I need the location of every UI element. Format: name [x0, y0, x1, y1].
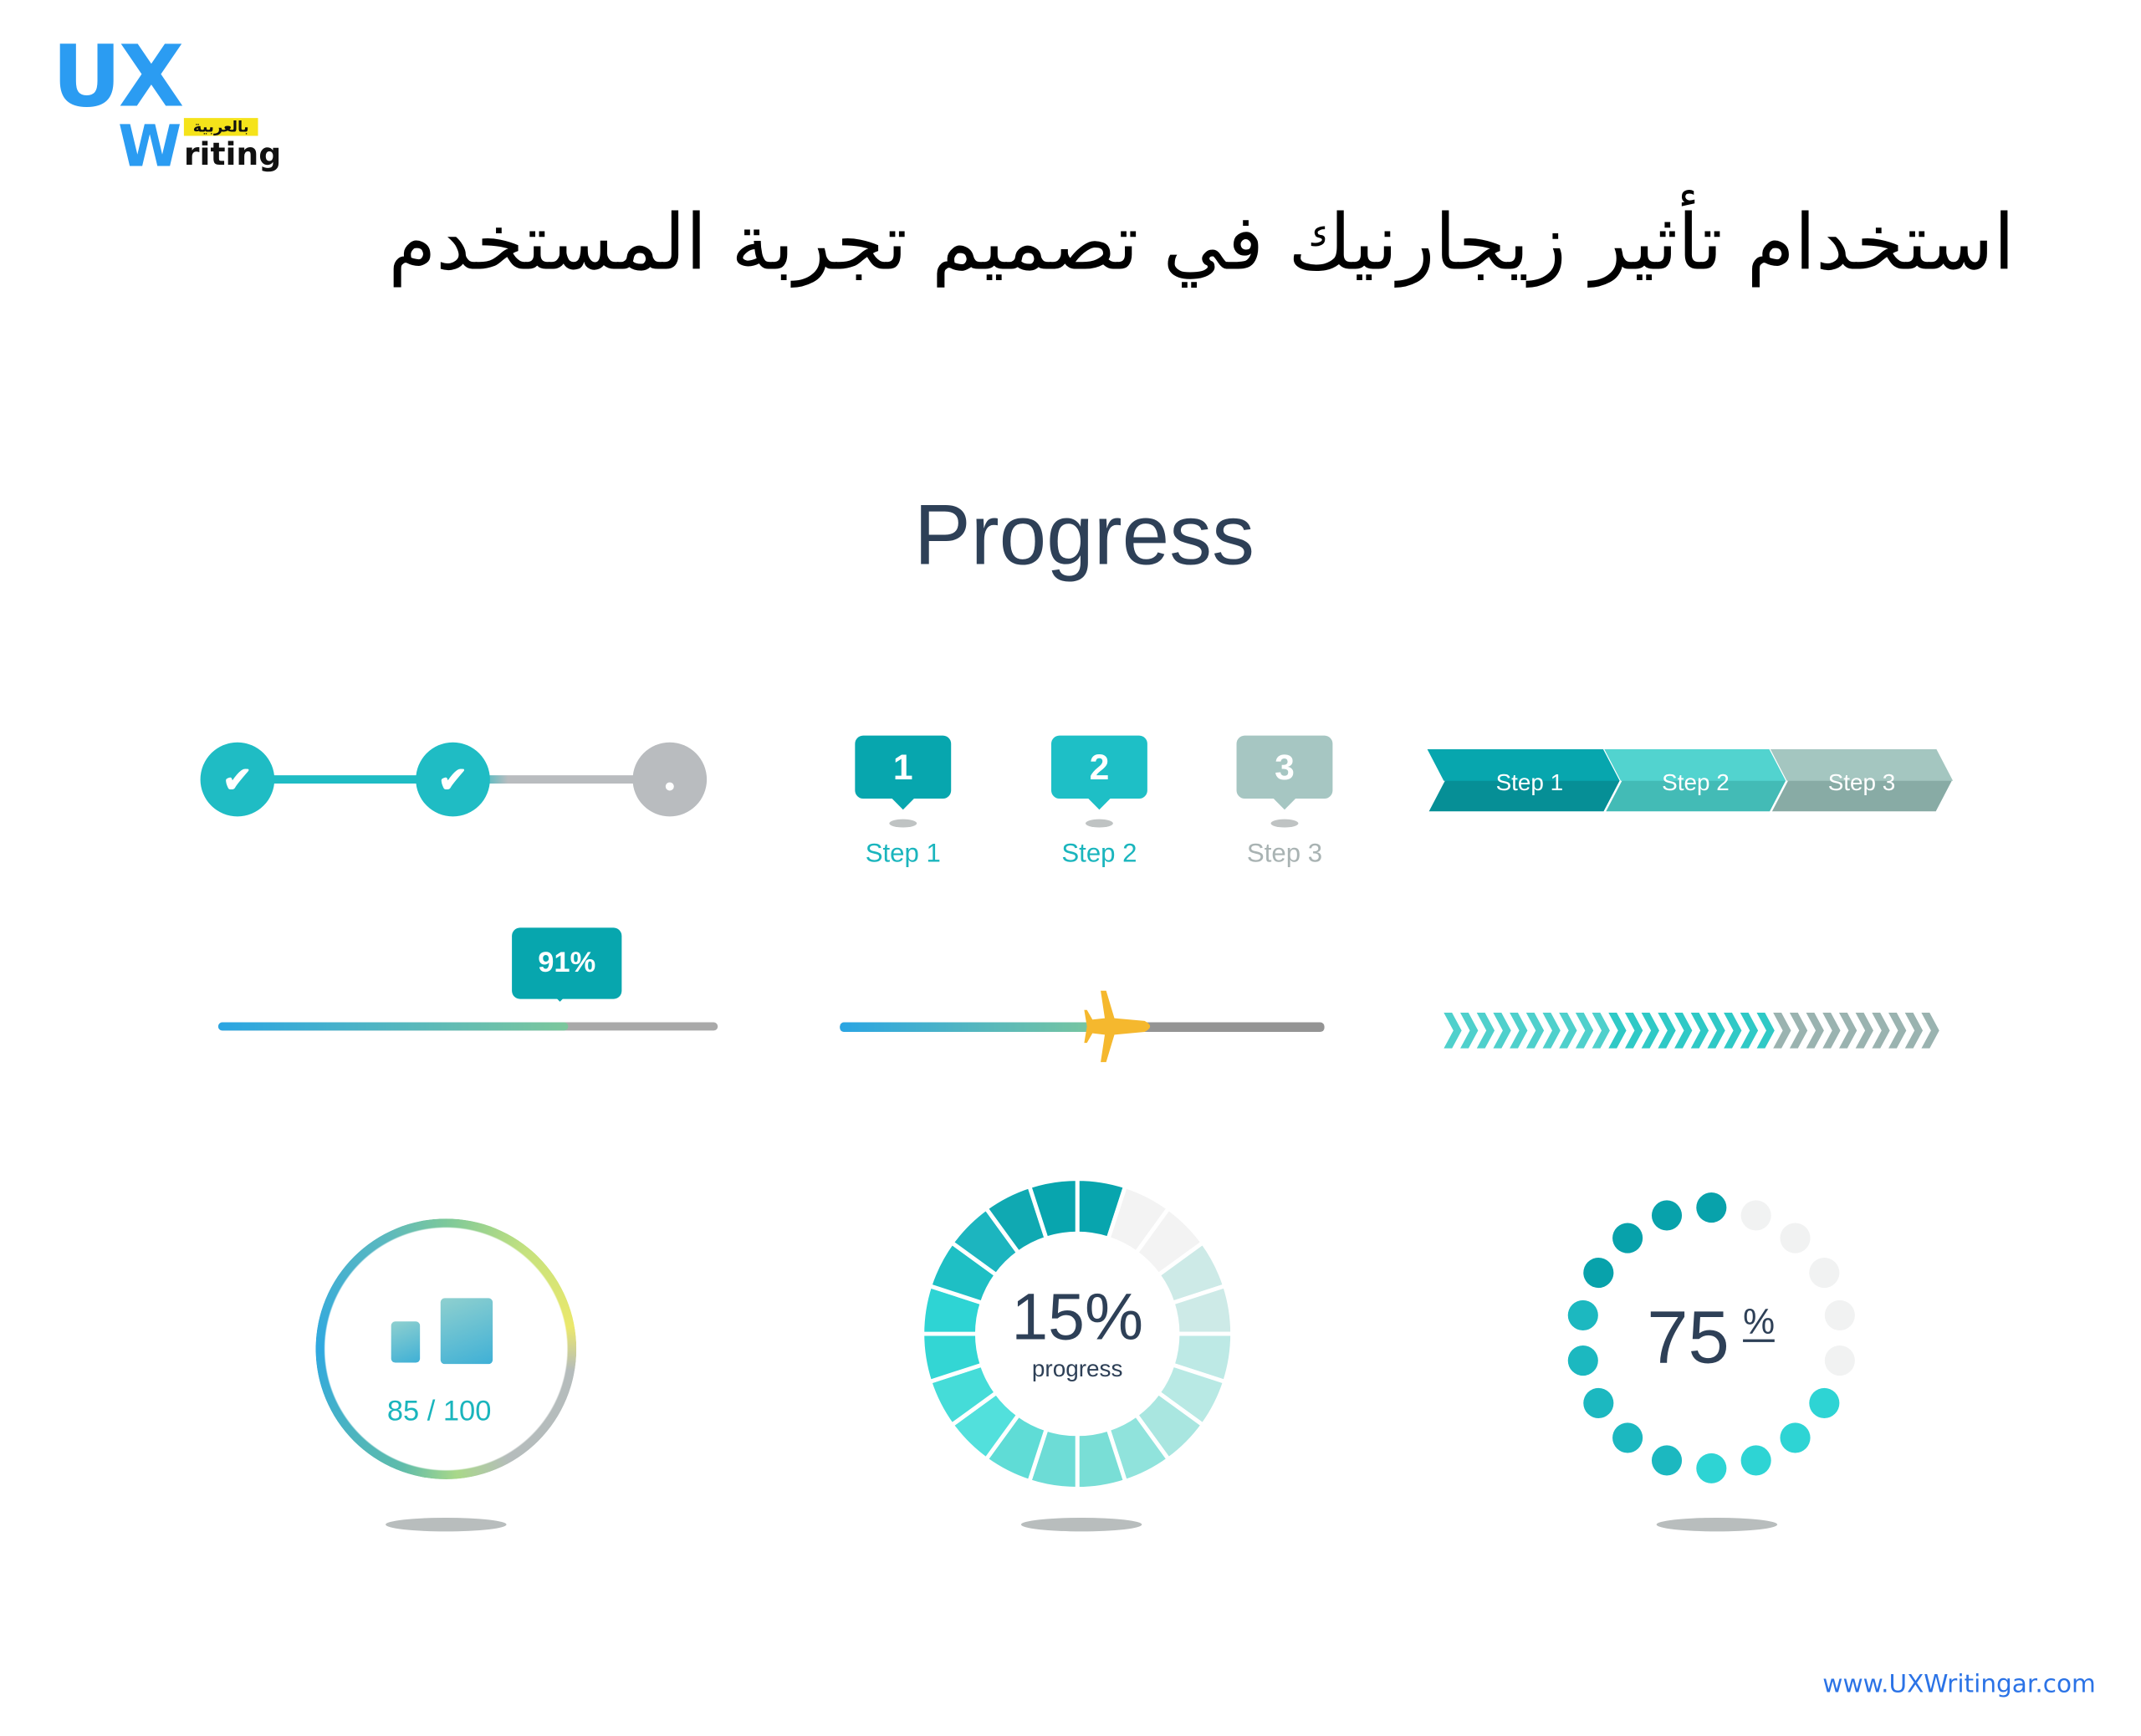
- stepper-line-done: [260, 775, 440, 784]
- chevron: [1690, 1013, 1709, 1049]
- chevron: [1444, 1013, 1462, 1049]
- chevron: [1493, 1013, 1511, 1049]
- chevron: [1592, 1013, 1610, 1049]
- chevron: [1724, 1013, 1742, 1049]
- step-bubble[interactable]: 3: [1236, 735, 1333, 810]
- step-marker: [1086, 819, 1113, 828]
- progress-dot: [1780, 1223, 1811, 1253]
- chevron: [1789, 1013, 1808, 1049]
- logo-riting: riting: [183, 137, 282, 173]
- chevron: [1575, 1013, 1594, 1049]
- chevron: [1525, 1013, 1545, 1049]
- step-label: Step 1: [865, 840, 941, 869]
- progress-dot: [1696, 1192, 1727, 1223]
- shadow: [1656, 1517, 1778, 1532]
- slider-fill: [217, 1022, 569, 1031]
- progress-dot: [1809, 1387, 1840, 1418]
- chevron: [1773, 1013, 1791, 1049]
- arrow-stepper: Step 1 Step 2 Step 3: [1427, 748, 1954, 814]
- arrow-step[interactable]: Step 1: [1427, 748, 1622, 814]
- check-icon: ✔: [437, 758, 468, 800]
- progress-dot: [1583, 1387, 1614, 1418]
- step-bubble[interactable]: 1: [855, 735, 952, 810]
- progress-dot: [1651, 1445, 1683, 1476]
- progress-dot: [1612, 1422, 1643, 1453]
- chevron-progress: [1444, 1013, 1939, 1049]
- dot-icon: ●: [663, 774, 676, 796]
- section-heading: Progress: [913, 488, 1254, 584]
- logo-badge: بالعربية: [183, 118, 258, 136]
- arrow-step[interactable]: Step 2: [1602, 748, 1788, 814]
- chevron: [1806, 1013, 1824, 1049]
- check-icon: ✔: [222, 758, 253, 800]
- step-bubble[interactable]: 2: [1051, 735, 1147, 810]
- chevron: [1838, 1013, 1857, 1049]
- chevron: [1510, 1013, 1528, 1049]
- shadow: [1020, 1517, 1142, 1532]
- chevron: [1740, 1013, 1759, 1049]
- chevron: [1921, 1013, 1939, 1049]
- chevron: [1476, 1013, 1495, 1049]
- donut-caption: progress: [1031, 1356, 1123, 1382]
- step-done-1[interactable]: ✔: [200, 742, 275, 817]
- chevron: [1542, 1013, 1561, 1049]
- tablet-icon: [440, 1298, 493, 1365]
- arrow-step[interactable]: Step 3: [1768, 748, 1954, 814]
- chevron: [1855, 1013, 1873, 1049]
- progress-dot: [1824, 1345, 1855, 1376]
- chevron: [1872, 1013, 1890, 1049]
- step-marker: [889, 819, 917, 828]
- chevron: [1608, 1013, 1627, 1049]
- step-pending-3[interactable]: ●: [632, 742, 708, 817]
- score-label: 85 / 100: [386, 1395, 492, 1427]
- plane-fill: [840, 1022, 1106, 1033]
- chevron: [1904, 1013, 1924, 1049]
- donut-segment: [1026, 1177, 1080, 1242]
- phone-icon: [391, 1321, 421, 1363]
- arrow-step-label: Step 3: [1828, 769, 1896, 795]
- logo-ux: UX: [52, 26, 184, 126]
- step-label: Step 3: [1246, 840, 1323, 869]
- progress-dot: [1740, 1200, 1771, 1231]
- chevron: [1674, 1013, 1693, 1049]
- airplane-icon: [1084, 990, 1151, 1063]
- dot-ring-value: 75: [1647, 1296, 1730, 1380]
- chevron: [1559, 1013, 1577, 1049]
- page-title: استخدام تأثير زيجارنيك في تصميم تجربة ال…: [388, 198, 2015, 288]
- progress-dot: [1696, 1453, 1727, 1483]
- progress-dot: [1612, 1223, 1643, 1253]
- progress-dot: [1567, 1299, 1598, 1330]
- donut-value: 15%: [1011, 1281, 1144, 1355]
- arrow-step-label: Step 2: [1662, 769, 1730, 795]
- stepper-line-pending: [473, 775, 646, 784]
- logo-w: W: [118, 112, 181, 180]
- progress-dot: [1583, 1257, 1614, 1289]
- arrow-step-label: Step 1: [1496, 769, 1564, 795]
- progress-dot: [1567, 1345, 1598, 1376]
- progress-dot: [1651, 1200, 1683, 1231]
- step-label: Step 2: [1061, 840, 1137, 869]
- step-done-2[interactable]: ✔: [416, 742, 490, 817]
- website-link[interactable]: www.UXWritingar.com: [1822, 1670, 2096, 1699]
- dot-ring-chart: [1567, 1192, 1855, 1483]
- step-marker: [1270, 819, 1299, 828]
- dot-ring-unit: %: [1743, 1300, 1776, 1342]
- chevron: [1624, 1013, 1643, 1049]
- chevron: [1658, 1013, 1676, 1049]
- chevron: [1822, 1013, 1841, 1049]
- percent-bubble: 91%: [512, 927, 622, 1002]
- progress-dot: [1824, 1299, 1855, 1330]
- chevron: [1707, 1013, 1725, 1049]
- donut-chart: [920, 1177, 1235, 1491]
- progress-dot: [1740, 1445, 1771, 1476]
- chevron: [1888, 1013, 1907, 1049]
- progress-dot: [1809, 1257, 1840, 1289]
- chevron: [1460, 1013, 1479, 1049]
- chevron: [1756, 1013, 1775, 1049]
- progress-dot: [1780, 1422, 1811, 1453]
- shadow: [386, 1517, 507, 1532]
- chevron: [1641, 1013, 1659, 1049]
